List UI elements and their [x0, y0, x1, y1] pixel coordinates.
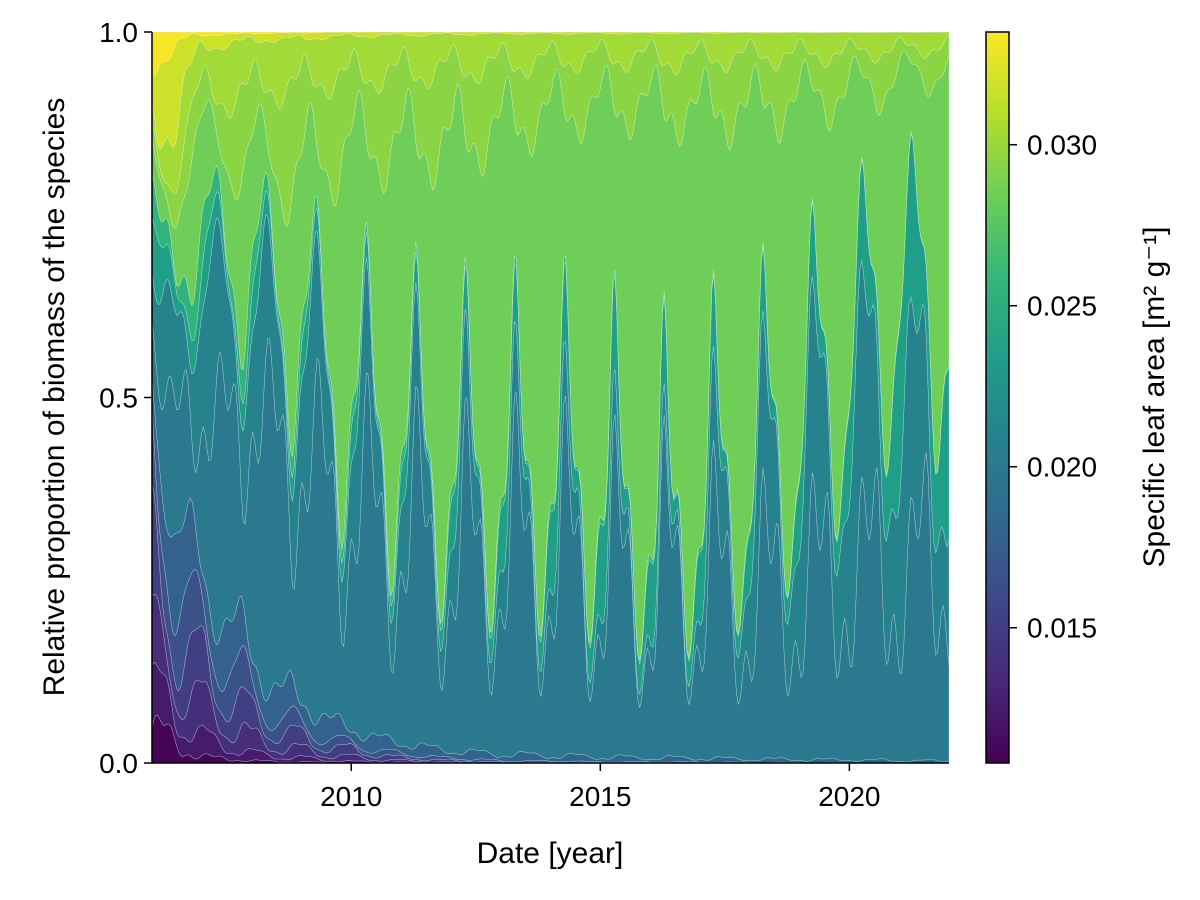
y-tick-label: 0.0: [99, 748, 138, 779]
colorbar-title: Specific leaf area [m² g⁻¹]: [1138, 227, 1171, 568]
species-area-4: [152, 484, 949, 763]
y-tick-label: 1.0: [99, 17, 138, 48]
x-axis-title: Date [year]: [477, 837, 624, 870]
axes: 2010 2015 2020 0.0 0.5 1.0 Date [year] Relat…: [38, 17, 949, 870]
species-area-6: [152, 376, 949, 763]
colorbar-tick-label: 0.015: [1027, 613, 1097, 644]
colorbar-ticks: 0.015 0.020 0.025 0.030: [1009, 130, 1097, 644]
y-tick-label: 0.5: [99, 383, 138, 414]
colorbar-tick-label: 0.030: [1027, 130, 1097, 161]
colorbar-gradient: [985, 31, 1010, 764]
species-area-14: [152, 32, 949, 149]
y-ticks: 0.0 0.5 1.0: [99, 17, 152, 779]
species-area-8: [152, 214, 949, 708]
colorbar: 0.015 0.020 0.025 0.030 Specific leaf area …: [985, 31, 1171, 764]
x-tick-label: 2010: [320, 781, 382, 812]
species-area-9: [152, 133, 949, 695]
x-tick-label: 2015: [569, 781, 631, 812]
species-area-7: [152, 320, 949, 763]
colorbar-tick-label: 0.025: [1027, 291, 1097, 322]
species-area-11: [152, 49, 949, 661]
species-area-10: [152, 131, 949, 665]
plot-area: [152, 32, 949, 763]
x-ticks: 2010 2015 2020: [320, 763, 881, 812]
species-area-13: [152, 32, 949, 195]
y-axis-title: Relative proportion of biomass of the sp…: [38, 98, 71, 697]
x-tick-label: 2020: [818, 781, 880, 812]
colorbar-tick-label: 0.020: [1027, 452, 1097, 483]
